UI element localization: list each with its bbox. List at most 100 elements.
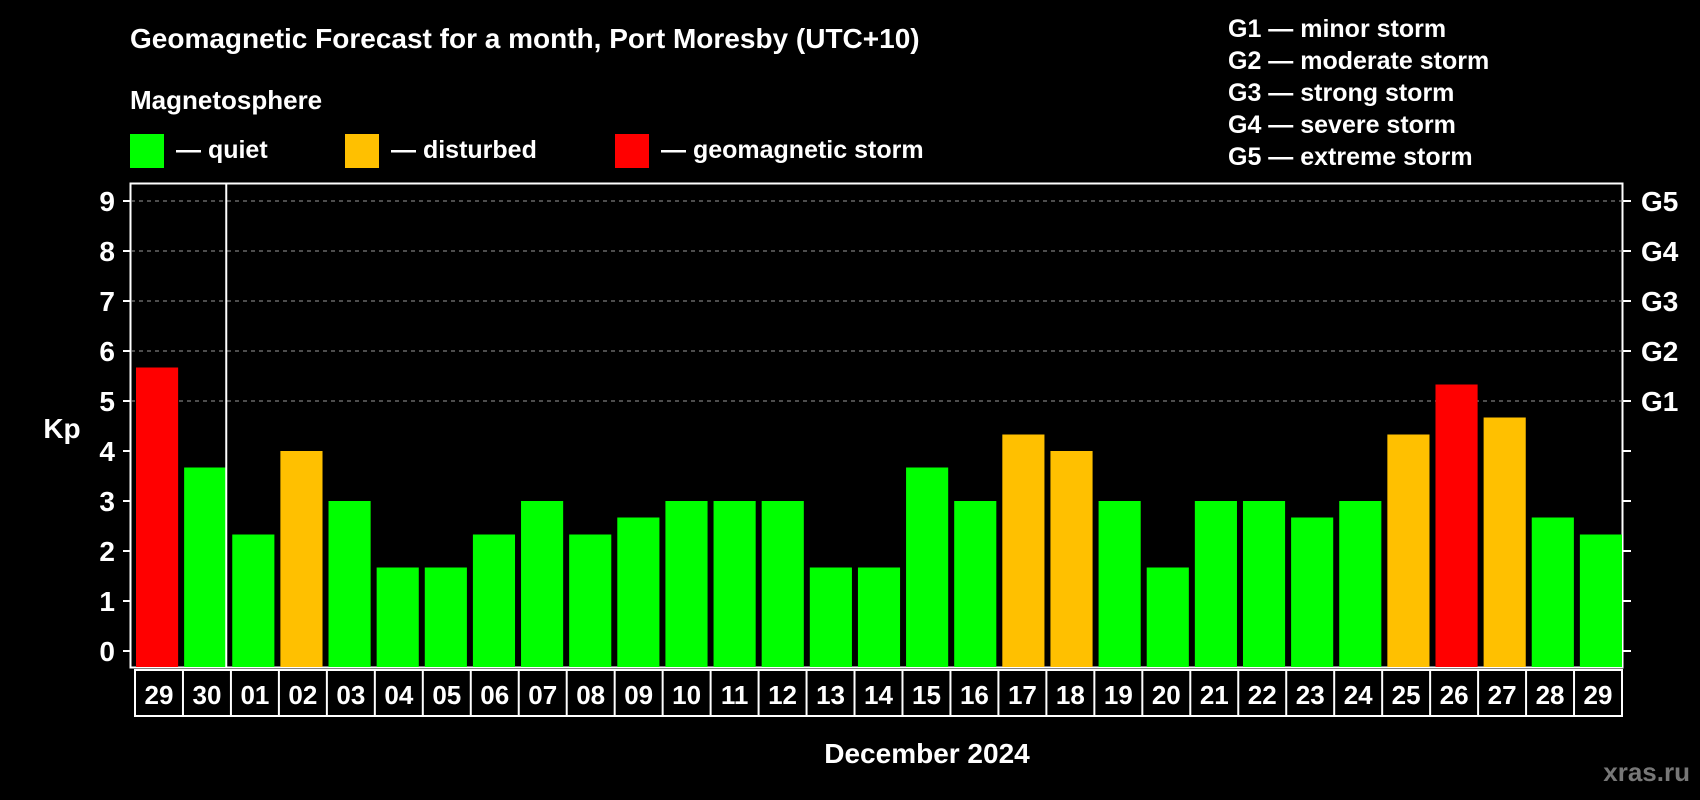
date-label: 14 <box>864 680 893 710</box>
date-label: 08 <box>576 680 605 710</box>
date-label: 28 <box>1536 680 1565 710</box>
date-label: 12 <box>768 680 797 710</box>
date-label: 06 <box>480 680 509 710</box>
date-label: 25 <box>1392 680 1421 710</box>
gridlines <box>131 200 1623 402</box>
date-label: 29 <box>1584 680 1613 710</box>
y-tick-label: 7 <box>99 286 115 317</box>
bar <box>569 534 612 667</box>
date-label: 10 <box>672 680 701 710</box>
legend-swatch-storm <box>615 134 649 168</box>
bar <box>1146 567 1189 667</box>
date-label: 05 <box>432 680 461 710</box>
date-label: 19 <box>1104 680 1133 710</box>
storm-legend-item: G2 — moderate storm <box>1228 47 1489 75</box>
date-label: 09 <box>624 680 653 710</box>
bar <box>280 451 323 667</box>
bar <box>1435 384 1478 667</box>
bar <box>954 501 997 667</box>
storm-level-label: G1 <box>1641 386 1678 417</box>
y-tick-label: 3 <box>99 486 115 517</box>
bar <box>184 467 227 667</box>
plot-area-frame <box>129 182 1624 669</box>
bar <box>136 367 179 667</box>
storm-level-label: G5 <box>1641 186 1678 217</box>
date-label: 15 <box>912 680 941 710</box>
bar <box>232 534 275 667</box>
date-label: 29 <box>145 680 174 710</box>
bar <box>1531 517 1574 667</box>
x-axis-label: December 2024 <box>824 738 1030 769</box>
bar <box>857 567 901 667</box>
storm-legend-item: G5 — extreme storm <box>1228 143 1473 171</box>
storm-legend: G1 — minor storm G2 — moderate storm G3 — … <box>1228 15 1489 171</box>
date-label: 07 <box>528 680 557 710</box>
date-label: 24 <box>1344 680 1373 710</box>
bar <box>906 467 949 667</box>
y-tick-label: 2 <box>99 536 115 567</box>
date-label: 26 <box>1440 680 1469 710</box>
y-tick-label: 4 <box>99 436 115 467</box>
bar <box>376 567 419 667</box>
storm-legend-item: G1 — minor storm <box>1228 15 1446 43</box>
bar <box>1291 517 1334 667</box>
y-tick-label: 8 <box>99 236 115 267</box>
y-tick-label: 6 <box>99 336 115 367</box>
date-label: 02 <box>288 680 317 710</box>
storm-legend-item: G3 — strong storm <box>1228 79 1454 107</box>
bar <box>1098 501 1141 667</box>
watermark: xras.ru <box>1603 757 1690 787</box>
bar <box>1194 501 1237 667</box>
bar <box>472 534 516 667</box>
date-label: 30 <box>192 680 221 710</box>
date-label: 01 <box>240 680 269 710</box>
status-legend: — quiet — disturbed — geomagnetic storm <box>130 134 924 168</box>
bar <box>1050 451 1093 667</box>
bar <box>328 501 371 667</box>
y-axis-label: Kp <box>43 413 80 444</box>
date-label: 11 <box>721 680 749 710</box>
bar <box>1002 434 1045 667</box>
y-tick-label: 9 <box>99 186 115 217</box>
date-label: 13 <box>816 680 845 710</box>
x-axis: 29 30 01 02 03 04 05 06 07 08 09 10 11 12 13 14 15 16 17 18… <box>134 669 1623 717</box>
storm-level-axis: G1 G2 G3 G4 G5 <box>1623 186 1679 652</box>
y-tick-label: 5 <box>99 386 115 417</box>
bar <box>761 501 804 667</box>
date-label: 16 <box>960 680 989 710</box>
date-row-frame <box>134 669 1623 717</box>
legend-swatch-quiet <box>130 134 164 168</box>
bar <box>1387 434 1430 667</box>
bar <box>1242 501 1286 667</box>
chart-subtitle: Magnetosphere <box>130 85 322 115</box>
legend-swatch-disturbed <box>345 134 379 168</box>
legend-label-disturbed: — disturbed <box>391 136 537 164</box>
date-label: 03 <box>336 680 365 710</box>
bars <box>136 367 1622 667</box>
date-label: 27 <box>1488 680 1517 710</box>
y-tick-label: 1 <box>99 586 115 617</box>
bar <box>424 567 467 667</box>
storm-legend-item: G4 — severe storm <box>1228 111 1456 139</box>
y-tick-label: 0 <box>99 636 115 667</box>
bar <box>617 517 660 667</box>
bar <box>1579 534 1622 667</box>
bar <box>665 501 708 667</box>
bar <box>521 501 564 667</box>
bar <box>1339 501 1382 667</box>
bar <box>1483 417 1526 667</box>
date-label: 17 <box>1008 680 1037 710</box>
y-axis: 0 1 2 3 4 5 6 7 8 9 <box>99 186 131 667</box>
date-label: 20 <box>1152 680 1181 710</box>
bar <box>809 567 852 667</box>
date-label: 21 <box>1200 680 1229 710</box>
storm-level-label: G2 <box>1641 336 1678 367</box>
legend-label-storm: — geomagnetic storm <box>661 136 924 164</box>
date-label: 22 <box>1248 680 1277 710</box>
date-label: 04 <box>384 680 413 710</box>
bar <box>713 501 756 667</box>
storm-level-label: G3 <box>1641 286 1678 317</box>
legend-label-quiet: — quiet <box>176 136 268 164</box>
date-label: 23 <box>1296 680 1325 710</box>
